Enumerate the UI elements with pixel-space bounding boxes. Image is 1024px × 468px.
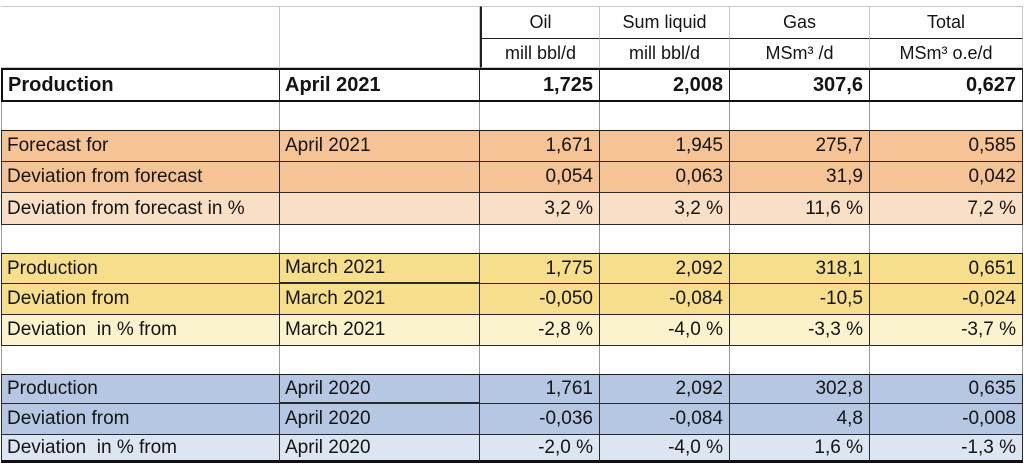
cell-gas: 275,7 xyxy=(730,130,870,162)
spreadsheet-grid: Oil Sum liquid Gas Total mill bbl/d mill… xyxy=(1,6,1023,463)
cell-total: 0,585 xyxy=(870,130,1023,162)
cell-total: 0,635 xyxy=(870,374,1023,404)
row-period xyxy=(280,162,480,193)
cell-oil: -0,036 xyxy=(480,404,600,435)
row-period: April 2020 xyxy=(280,404,480,435)
unit-oil: mill bbl/d xyxy=(480,39,600,68)
cell-gas: 11,6 % xyxy=(730,193,870,225)
row-period: April 2021 xyxy=(280,130,480,162)
spacer-cell xyxy=(870,346,1023,374)
cell-oil: -2,0 % xyxy=(480,435,600,463)
spacer-cell xyxy=(1,346,280,374)
spacer-cell xyxy=(280,225,480,253)
cell-total: 0,042 xyxy=(870,162,1023,193)
col-header-total: Total xyxy=(870,6,1023,39)
cell-sum-liquid: 3,2 % xyxy=(600,193,730,225)
row-label: Production xyxy=(1,68,280,102)
cell-sum-liquid: 2,008 xyxy=(600,68,730,102)
spacer-cell xyxy=(1,39,280,68)
cell-total: -0,008 xyxy=(870,404,1023,435)
row-label: Deviation from xyxy=(1,284,280,315)
cell-oil: 1,761 xyxy=(480,374,600,404)
row-label: Deviation from forecast in % xyxy=(1,193,280,225)
row-label: Production xyxy=(1,253,280,284)
cell-sum-liquid: 2,092 xyxy=(600,374,730,404)
cell-gas: 318,1 xyxy=(730,253,870,284)
cell-sum-liquid: 0,063 xyxy=(600,162,730,193)
spacer-cell xyxy=(1,102,280,130)
cell-gas: -10,5 xyxy=(730,284,870,315)
col-header-oil: Oil xyxy=(480,6,600,39)
row-label: Deviation in % from xyxy=(1,435,280,463)
spacer-cell xyxy=(480,102,600,130)
row-label: Deviation in % from xyxy=(1,315,280,346)
spacer-cell xyxy=(600,102,730,130)
spacer-cell xyxy=(870,225,1023,253)
row-label: Deviation from xyxy=(1,404,280,435)
row-period: April 2020 xyxy=(280,435,480,463)
row-label: Production xyxy=(1,374,280,404)
col-header-sum-liquid: Sum liquid xyxy=(600,6,730,39)
row-label: Deviation from forecast xyxy=(1,162,280,193)
spacer-cell xyxy=(730,225,870,253)
cell-sum-liquid: -4,0 % xyxy=(600,315,730,346)
spacer-cell xyxy=(280,39,480,68)
col-header-gas: Gas xyxy=(730,6,870,39)
row-period: March 2021 xyxy=(280,253,480,284)
row-period xyxy=(280,193,480,225)
cell-gas: 302,8 xyxy=(730,374,870,404)
cell-oil: 1,725 xyxy=(480,68,600,102)
cell-gas: 1,6 % xyxy=(730,435,870,463)
cell-gas: 307,6 xyxy=(730,68,870,102)
spacer-cell xyxy=(600,346,730,374)
spacer-cell xyxy=(480,225,600,253)
cell-sum-liquid: -0,084 xyxy=(600,284,730,315)
cell-gas: -3,3 % xyxy=(730,315,870,346)
spacer-cell xyxy=(730,102,870,130)
cell-oil: 0,054 xyxy=(480,162,600,193)
unit-total: MSm³ o.e/d xyxy=(870,39,1023,68)
spacer-cell xyxy=(1,225,280,253)
cell-sum-liquid: 1,945 xyxy=(600,130,730,162)
cell-oil: -0,050 xyxy=(480,284,600,315)
row-period: March 2021 xyxy=(280,284,480,315)
cell-gas: 4,8 xyxy=(730,404,870,435)
cell-oil: 1,775 xyxy=(480,253,600,284)
cell-oil: -2,8 % xyxy=(480,315,600,346)
spacer-cell xyxy=(600,225,730,253)
cell-sum-liquid: -4,0 % xyxy=(600,435,730,463)
spacer-cell xyxy=(480,346,600,374)
cell-total: -1,3 % xyxy=(870,435,1023,463)
cell-sum-liquid: 2,092 xyxy=(600,253,730,284)
cell-gas: 31,9 xyxy=(730,162,870,193)
cell-oil: 1,671 xyxy=(480,130,600,162)
spacer-cell xyxy=(280,346,480,374)
cell-sum-liquid: -0,084 xyxy=(600,404,730,435)
spacer-cell xyxy=(730,346,870,374)
cell-total: -0,024 xyxy=(870,284,1023,315)
cell-total: 7,2 % xyxy=(870,193,1023,225)
unit-gas: MSm³ /d xyxy=(730,39,870,68)
spacer-cell xyxy=(1,6,280,39)
spacer-cell xyxy=(870,102,1023,130)
spacer-cell xyxy=(280,6,480,39)
cell-oil: 3,2 % xyxy=(480,193,600,225)
cell-total: 0,627 xyxy=(870,68,1023,102)
row-period: March 2021 xyxy=(280,315,480,346)
cell-total: 0,651 xyxy=(870,253,1023,284)
unit-sum-liquid: mill bbl/d xyxy=(600,39,730,68)
row-label: Forecast for xyxy=(1,130,280,162)
cell-total: -3,7 % xyxy=(870,315,1023,346)
spacer-cell xyxy=(280,102,480,130)
row-period: April 2020 xyxy=(280,374,480,404)
row-period: April 2021 xyxy=(280,68,480,102)
